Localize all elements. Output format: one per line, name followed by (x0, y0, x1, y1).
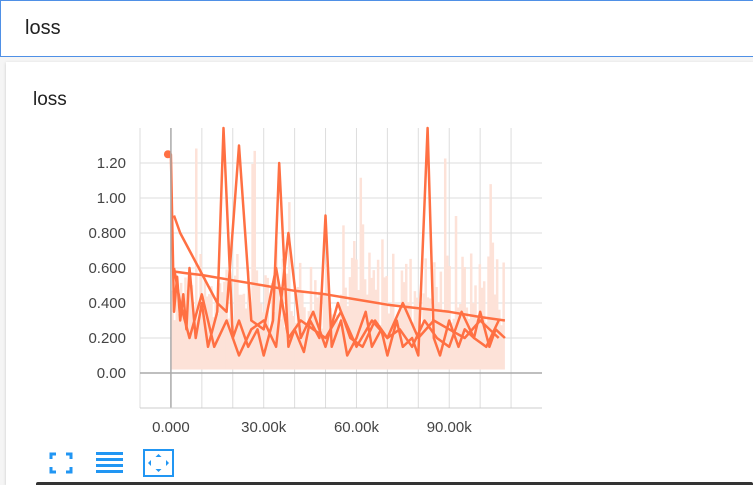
next-card-edge (36, 482, 753, 485)
data-point (163, 150, 172, 159)
chart-card: loss 0.00 0.200 0.400 0.600 0.800 1.00 1.20 0.0… (6, 62, 753, 485)
x-tick-label: 30.00k (241, 419, 287, 436)
loss-series-1 (169, 126, 506, 357)
y-tick-label: 0.00 (97, 365, 126, 382)
chart-title: loss (33, 89, 67, 110)
x-tick-label: 60.00k (334, 419, 380, 436)
fit-domain-icon (143, 449, 174, 477)
y-tick-label: 1.00 (97, 190, 126, 207)
loss-series-2 (172, 231, 500, 357)
loss-series-4 (172, 144, 500, 349)
x-tick-label: 0.000 (152, 419, 190, 436)
y-tick-label: 0.200 (88, 330, 126, 347)
loss-chart: 0.00 0.200 0.400 0.600 0.800 1.00 1.20 0.000 30.… (88, 126, 542, 436)
list-icon (96, 452, 123, 473)
toggle-log-scale-button[interactable] (94, 448, 124, 478)
y-tick-label: 0.400 (88, 295, 126, 312)
x-tick-label: 90.00k (427, 419, 473, 436)
search-bar[interactable]: loss (0, 0, 753, 57)
fit-domain-button[interactable] (142, 448, 174, 478)
search-input[interactable]: loss (25, 17, 61, 39)
y-tick-label: 0.600 (88, 260, 126, 277)
expand-button[interactable] (46, 448, 76, 478)
expand-icon (49, 452, 73, 474)
y-tick-label: 0.800 (88, 225, 126, 242)
y-tick-label: 1.20 (97, 155, 126, 172)
